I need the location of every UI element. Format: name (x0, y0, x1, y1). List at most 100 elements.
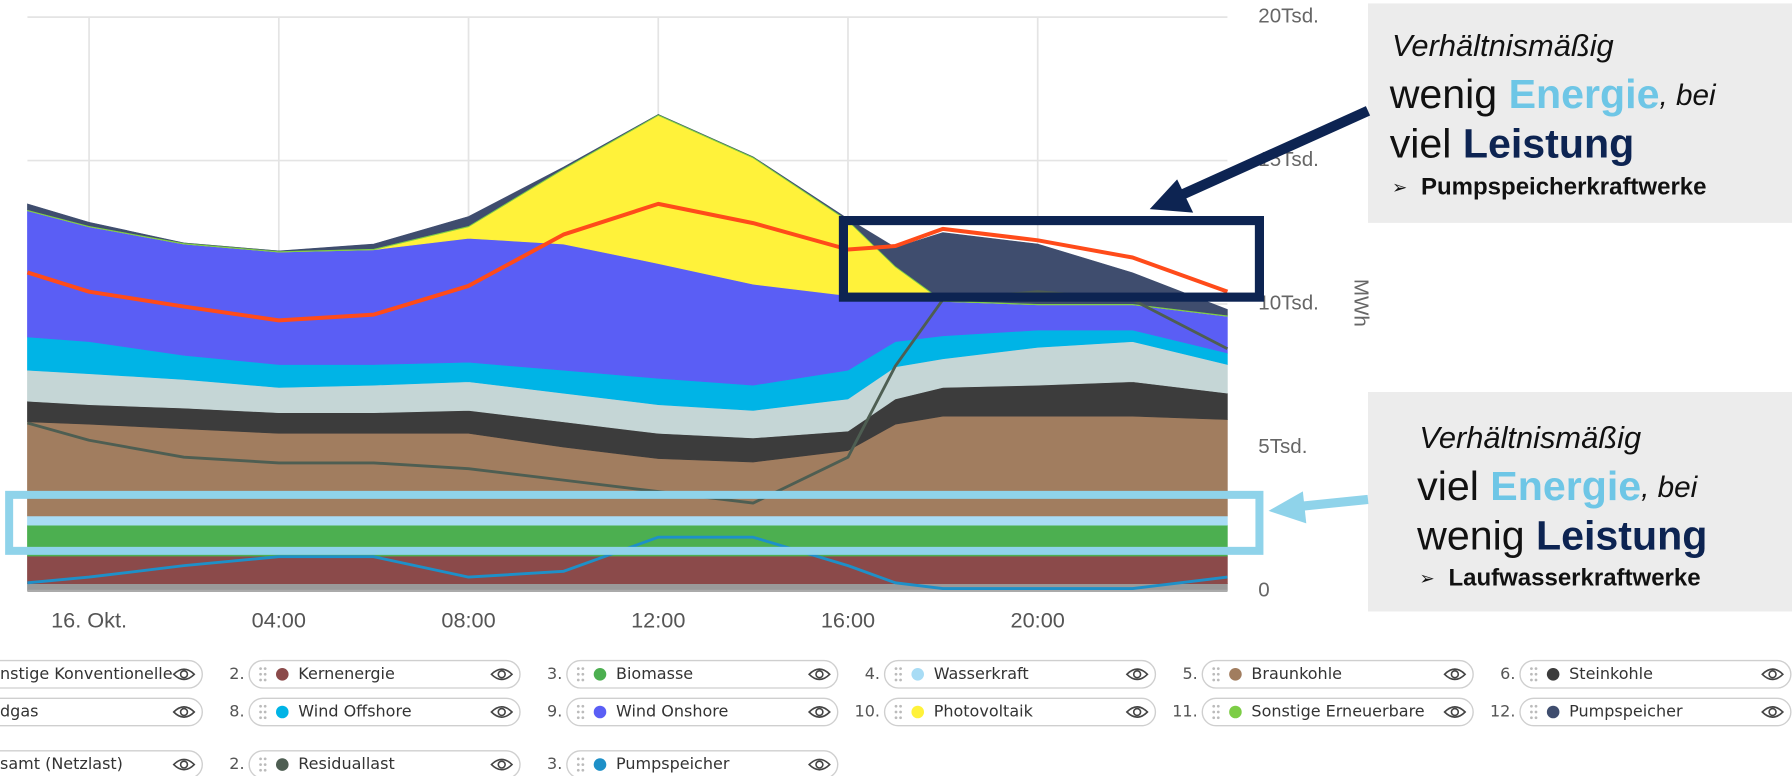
drag-handle (894, 667, 898, 670)
annotation-line: wenig Leistung (1416, 512, 1707, 558)
legend-number: 12. (1490, 702, 1515, 721)
legend-number: 5. (1182, 664, 1197, 683)
drag-handle (576, 704, 580, 708)
legend-label: nstige Konventionelle (0, 664, 173, 683)
drag-handle (894, 678, 898, 682)
drag-handle (1530, 716, 1533, 720)
legend-label: Pumpspeicher (1569, 702, 1683, 721)
drag-handle (894, 704, 898, 708)
legend-pill (248, 659, 521, 689)
eye-pupil (1768, 707, 1777, 717)
drag-handle (263, 763, 267, 766)
y-tick-label: 0 (1258, 578, 1269, 601)
drag-handle (1534, 710, 1538, 714)
legend-dot (911, 705, 924, 719)
legend-label: Wind Onshore (616, 702, 728, 721)
legend-dot (1229, 668, 1242, 681)
x-tick-label: 08:00 (441, 607, 495, 632)
line (27, 535, 1228, 590)
drag-handle (1530, 704, 1533, 708)
area (27, 515, 1228, 526)
legend-pill (883, 697, 1157, 727)
eye-icon (490, 758, 514, 771)
y-tick-label: 10Tsd. (1258, 291, 1319, 314)
legend-pill (566, 659, 839, 689)
legend-pill (248, 697, 521, 727)
drag-handle (576, 763, 580, 766)
eye-icon (808, 668, 831, 681)
eye-icon (490, 668, 514, 681)
drag-handle (894, 716, 898, 720)
drag-handle (576, 768, 580, 772)
legend-pill (0, 750, 203, 776)
drag-handle (1212, 704, 1216, 708)
drag-handle (259, 757, 262, 761)
x-tick-label: 20:00 (1011, 607, 1065, 632)
drag-handle (1216, 678, 1220, 682)
drag-handle (581, 716, 585, 720)
drag-handle (1216, 667, 1220, 670)
legend-number: 2. (229, 754, 244, 773)
drag-handle (263, 757, 267, 761)
legend-label: Wind Offshore (298, 702, 411, 721)
legend-dot (1229, 705, 1242, 719)
drag-handle (263, 716, 267, 720)
eye-icon (1761, 668, 1784, 681)
eye-pupil (1450, 670, 1460, 679)
bullet: ➢ (1419, 568, 1434, 589)
legend-number: 3. (547, 664, 562, 683)
legend-label: samt (Netzlast) (0, 754, 123, 773)
bei: , bei (1641, 471, 1699, 504)
eye-icon (172, 668, 196, 681)
legend-number: 10. (855, 702, 880, 721)
drag-handle (259, 763, 262, 766)
legend-label: Residuallast (298, 754, 394, 773)
eye-icon (172, 758, 196, 771)
drag-handle (576, 672, 580, 676)
drag-handle (263, 710, 267, 714)
legend-label: Sonstige Erneuerbare (1251, 702, 1424, 721)
drag-handle (899, 710, 902, 714)
legend-number: 3. (547, 754, 562, 773)
legend-label: Pumpspeicher (616, 754, 730, 773)
target: Pumpspeicherkraftwerke (1421, 174, 1706, 201)
drag-handle (581, 704, 585, 708)
area (27, 555, 1228, 584)
area (27, 114, 1228, 316)
eye-pupil (497, 760, 506, 769)
eye-pupil (179, 670, 189, 679)
drag-handle (899, 704, 902, 708)
x-tick-label: 12:00 (631, 607, 685, 632)
drag-handle (581, 768, 585, 772)
legend-number: 9. (547, 702, 562, 721)
drag-handle (899, 678, 902, 682)
drag-handle (1530, 678, 1533, 682)
drag-handle (1530, 667, 1533, 670)
eye-pupil (179, 707, 189, 717)
drag-handle (259, 672, 262, 676)
drag-handle (263, 678, 267, 682)
legend-number: 8. (229, 702, 244, 721)
legend-number: 4. (865, 664, 880, 683)
drag-handle (1216, 710, 1220, 714)
legend-dot (593, 668, 607, 681)
drag-handle (263, 667, 267, 670)
drag-handle (576, 710, 580, 714)
legend-dot (1546, 668, 1560, 681)
legend-number: 2. (229, 664, 244, 683)
bullet: ➢ (1392, 178, 1407, 199)
eye-pupil (497, 707, 506, 717)
eye-icon (172, 706, 196, 718)
drag-handle (259, 710, 262, 714)
drag-handle (581, 763, 585, 766)
eye-icon (1761, 706, 1784, 718)
drag-handle (581, 710, 585, 714)
line (26, 201, 1229, 323)
eye-icon (808, 758, 831, 771)
drag-handle (1534, 672, 1538, 676)
drag-handle (1530, 710, 1533, 714)
word: wenig (1389, 71, 1497, 117)
eye-pupil (1768, 670, 1777, 679)
